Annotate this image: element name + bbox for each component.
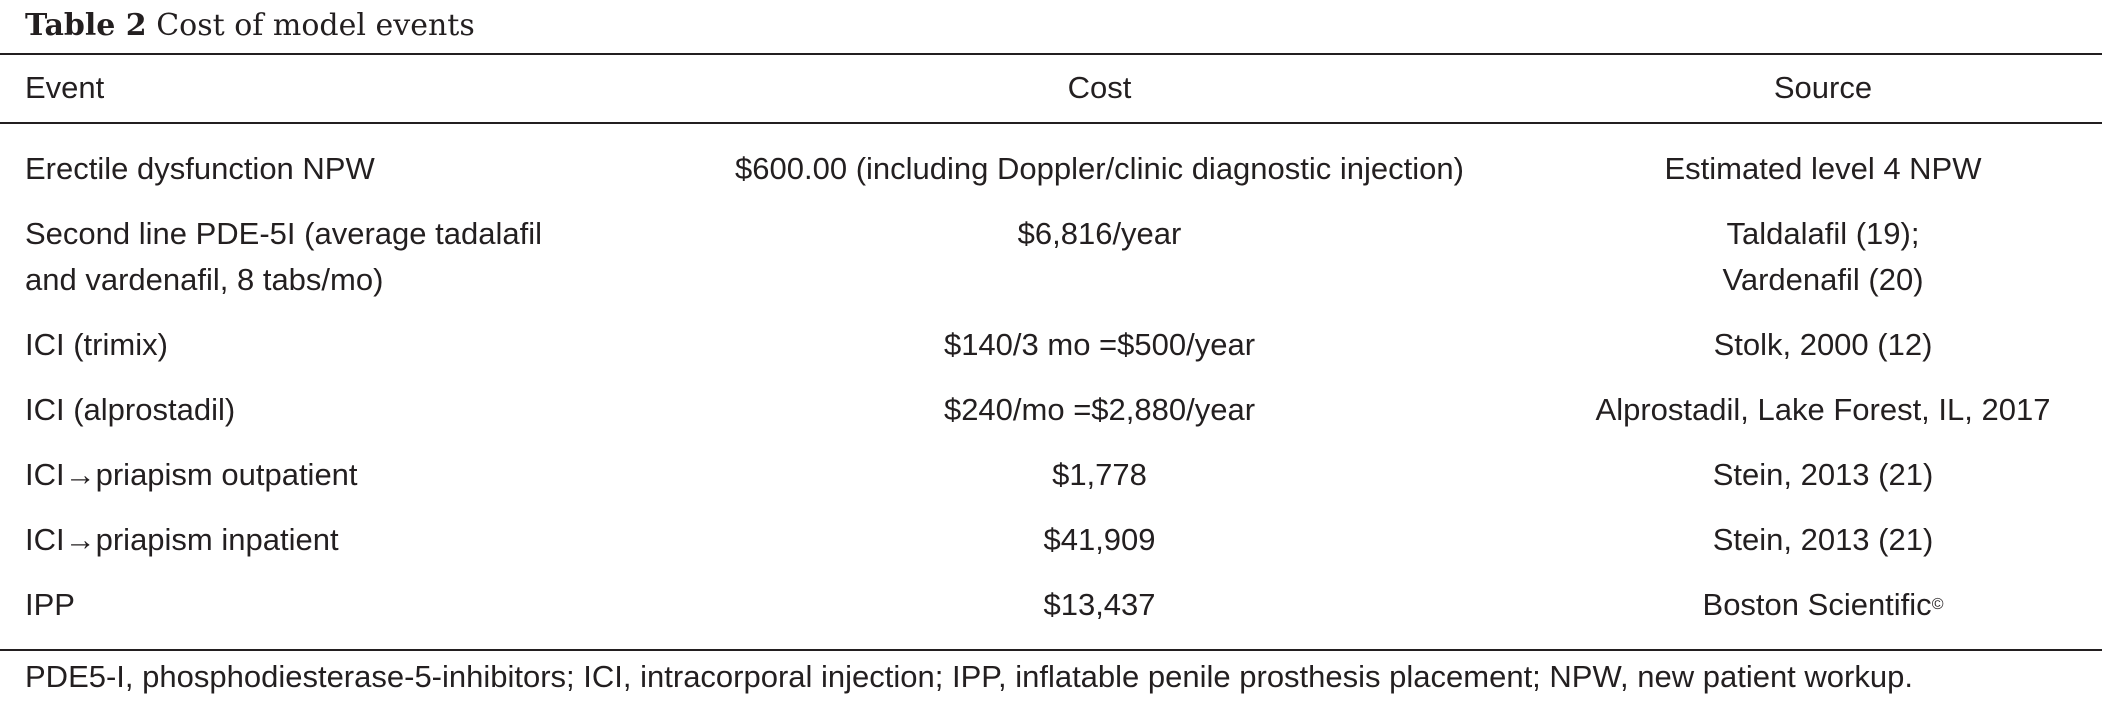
event-text: Erectile dysfunction NPW xyxy=(25,151,375,186)
table-row: Second line PDE-5I (average tadalafil an… xyxy=(0,192,2102,303)
table-row: ICI→priapism outpatient $1,778 Stein, 20… xyxy=(0,433,2102,498)
source-text: Boston Scientific© xyxy=(1544,582,2102,628)
event-text: Second line PDE-5I (average tadalafil xyxy=(25,216,542,251)
header-rule xyxy=(0,122,2102,124)
table-title: Cost of model events xyxy=(156,8,475,43)
cost-cell: $6,816/year xyxy=(1017,216,1182,251)
cost-cell: $240/mo =$2,880/year xyxy=(943,392,1256,427)
copyright-mark: © xyxy=(1931,596,1944,613)
table-row: Erectile dysfunction NPW $600.00 (includ… xyxy=(0,122,2102,192)
header-row: Event Cost Source xyxy=(0,55,2102,122)
header-source: Source xyxy=(1773,70,1873,105)
event-cell: IPP xyxy=(0,563,655,628)
event-cell: ICI→priapism outpatient xyxy=(0,433,655,498)
table-row: IPP $13,437 Boston Scientific© xyxy=(0,563,2102,628)
event-text: ICI→priapism inpatient xyxy=(25,522,339,557)
source-text: Vardenafil (20) xyxy=(1722,262,1924,297)
source-cell: Estimated level 4 NPW xyxy=(1544,122,2102,192)
bottom-rule xyxy=(0,649,2102,651)
event-text: IPP xyxy=(25,587,75,622)
table-footnote: PDE5-I, phosphodiesterase-5-inhibitors; … xyxy=(25,659,1913,694)
source-cell: Boston Scientific© xyxy=(1544,563,2102,628)
table-row: ICI (trimix) $140/3 mo =$500/year Stolk,… xyxy=(0,303,2102,368)
source-cell: Stein, 2013 (21) xyxy=(1544,433,2102,498)
source-text: Estimated level 4 NPW xyxy=(1664,151,1982,186)
source-cell: Stolk, 2000 (12) xyxy=(1544,303,2102,368)
event-text: ICI (alprostadil) xyxy=(25,392,236,427)
cost-cell: $140/3 mo =$500/year xyxy=(943,327,1256,362)
table-label: Table 2 xyxy=(25,8,147,43)
table-row: ICI (alprostadil) $240/mo =$2,880/year A… xyxy=(0,368,2102,433)
event-text: ICI→priapism outpatient xyxy=(25,457,358,492)
cost-cell: $1,778 xyxy=(1052,457,1147,492)
event-text: and vardenafil, 8 tabs/mo) xyxy=(25,262,384,297)
event-cell: ICI (trimix) xyxy=(0,303,655,368)
source-cell: Stein, 2013 (21) xyxy=(1544,498,2102,563)
table-caption: Table 2 Cost of model events xyxy=(25,6,475,46)
event-cell: ICI→priapism inpatient xyxy=(0,498,655,563)
cost-cell: $41,909 xyxy=(1043,522,1156,557)
header-cost: Cost xyxy=(1067,70,1132,105)
table-row: ICI→priapism inpatient $41,909 Stein, 20… xyxy=(0,498,2102,563)
source-text: Stein, 2013 (21) xyxy=(1712,457,1934,492)
source-text: Stolk, 2000 (12) xyxy=(1713,327,1933,362)
cost-cell: $13,437 xyxy=(1043,587,1156,622)
event-cell: ICI (alprostadil) xyxy=(0,368,655,433)
top-rule xyxy=(0,53,2102,55)
event-cell: Erectile dysfunction NPW xyxy=(0,122,655,192)
event-cell: Second line PDE-5I (average tadalafil an… xyxy=(0,192,655,303)
source-text: Taldalafil (19); xyxy=(1726,216,1920,251)
source-text: Alprostadil, Lake Forest, IL, 2017 xyxy=(1595,392,2051,427)
header-event: Event xyxy=(25,70,105,105)
cost-table: Event Cost Source Erectile dysfunction N… xyxy=(0,55,2102,628)
source-text: Stein, 2013 (21) xyxy=(1712,522,1934,557)
event-text: ICI (trimix) xyxy=(25,327,168,362)
cost-cell: $600.00 (including Doppler/clinic diagno… xyxy=(735,151,1464,186)
source-cell: Taldalafil (19); Vardenafil (20) xyxy=(1544,192,2102,303)
source-name: Boston Scientific xyxy=(1702,587,1932,622)
source-cell: Alprostadil, Lake Forest, IL, 2017 xyxy=(1544,368,2102,433)
